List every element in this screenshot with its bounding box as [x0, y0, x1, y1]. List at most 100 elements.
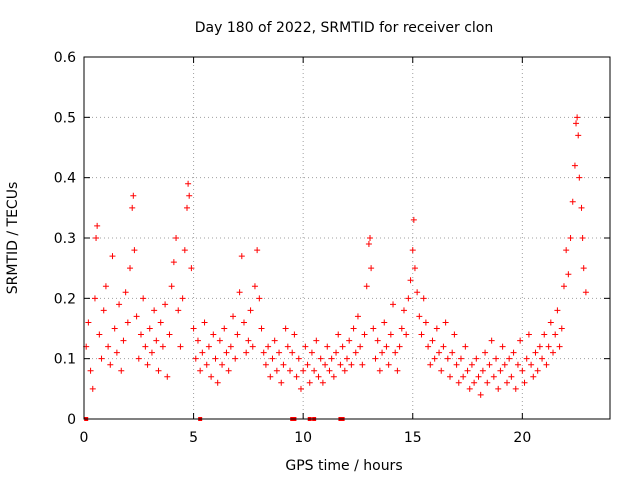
data-point [400, 307, 407, 314]
data-point [130, 192, 137, 199]
data-point [96, 331, 103, 338]
data-point [289, 349, 296, 356]
data-point [374, 337, 381, 344]
data-point [190, 325, 197, 332]
data-point [94, 222, 101, 229]
data-point [208, 373, 215, 380]
data-point [370, 325, 377, 332]
data-point [394, 367, 401, 374]
data-point [197, 367, 204, 374]
data-point [427, 361, 434, 368]
data-point [560, 283, 567, 290]
data-point [258, 325, 265, 332]
data-point [173, 235, 180, 241]
data-point [451, 331, 458, 338]
data-point [367, 235, 374, 241]
data-point [556, 343, 563, 350]
data-point [545, 343, 552, 350]
data-point [352, 349, 359, 356]
data-point [245, 337, 252, 344]
data-point [267, 373, 274, 380]
data-point [230, 313, 237, 320]
data-point [341, 367, 348, 374]
data-point [405, 295, 412, 302]
data-point [468, 361, 475, 368]
data-point [359, 361, 366, 368]
data-point [284, 343, 291, 350]
data-point [232, 355, 239, 362]
data-point [317, 355, 324, 362]
data-point [571, 162, 578, 169]
data-point [221, 325, 228, 332]
data-point [576, 174, 583, 181]
data-point [295, 355, 302, 362]
data-point [517, 337, 524, 344]
data-point [429, 337, 436, 344]
data-point [337, 361, 344, 368]
data-point [479, 367, 486, 374]
x-tick-label: 0 [80, 430, 89, 446]
data-point [297, 385, 304, 392]
data-point [493, 355, 500, 362]
data-point [475, 373, 482, 380]
data-point [346, 337, 353, 344]
x-tick-label: 5 [189, 430, 198, 446]
data-point [144, 361, 151, 368]
data-point [153, 337, 160, 344]
data-point [506, 355, 513, 362]
data-point [420, 295, 427, 302]
data-point [234, 331, 241, 338]
y-tick-label: 0.1 [54, 352, 76, 368]
data-point [271, 337, 278, 344]
data-point [306, 379, 313, 386]
data-point [214, 379, 221, 386]
data-point [98, 355, 105, 362]
data-point [547, 319, 554, 326]
data-point [142, 343, 149, 350]
data-point [265, 343, 272, 350]
data-point [192, 355, 199, 362]
data-point [575, 132, 582, 139]
data-point [528, 361, 535, 368]
data-point [339, 343, 346, 350]
data-point [262, 361, 269, 368]
data-point [282, 325, 289, 332]
y-tick-label: 0.3 [54, 231, 76, 247]
data-point [582, 289, 589, 296]
data-point [425, 343, 432, 350]
data-point [521, 379, 528, 386]
data-point [251, 283, 258, 290]
data-point [326, 367, 333, 374]
data-point [223, 349, 230, 356]
data-point [151, 307, 158, 314]
data-point [477, 391, 484, 398]
data-point [431, 355, 438, 362]
data-point [519, 367, 526, 374]
data-point [148, 349, 155, 356]
x-tick-label: 10 [294, 430, 312, 446]
axis-ticks: 0 0.1 0.2 0.3 0.4 0.5 0.6 0 5 10 15 20 [54, 50, 610, 446]
data-point [563, 247, 570, 254]
data-point [385, 361, 392, 368]
data-point [278, 379, 285, 386]
data-point [350, 325, 357, 332]
data-point [376, 367, 383, 374]
data-point [177, 343, 184, 350]
data-point [205, 343, 212, 350]
data-point [89, 385, 96, 392]
data-point [433, 325, 440, 332]
data-point [579, 235, 586, 241]
data-points [83, 114, 589, 398]
data-point [578, 204, 585, 211]
data-point [155, 367, 162, 374]
data-point [260, 349, 267, 356]
data-point [133, 313, 140, 320]
data-point [523, 355, 530, 362]
data-point [410, 216, 417, 223]
data-point [330, 373, 337, 380]
data-point [422, 319, 429, 326]
data-point [118, 367, 125, 374]
x-tick-label: 15 [404, 430, 422, 446]
data-point [447, 373, 454, 380]
data-point [313, 337, 320, 344]
